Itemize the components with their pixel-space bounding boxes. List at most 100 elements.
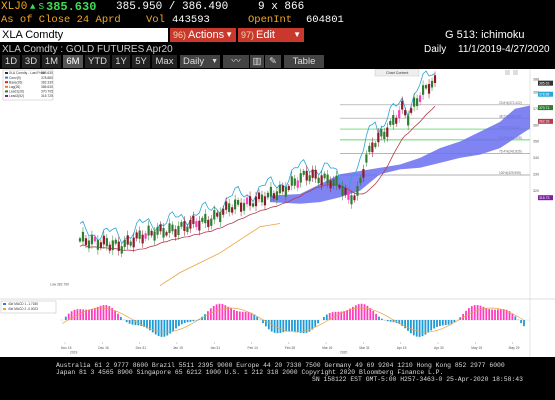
macd-bar xyxy=(294,320,296,332)
tab-6m[interactable]: 6M xyxy=(63,55,84,68)
macd-bar xyxy=(441,320,444,326)
macd-bar xyxy=(180,320,183,325)
footer: Australia 61 2 9777 8600 Brazil 5511 239… xyxy=(0,362,555,400)
candle-body xyxy=(242,202,246,211)
candle-body xyxy=(374,143,377,148)
candle-body xyxy=(401,100,404,110)
frequency-dropdown[interactable]: Daily ▼ xyxy=(180,55,220,68)
candle-body xyxy=(234,199,237,210)
macd-bar xyxy=(117,313,119,320)
osc-legend-swatch xyxy=(3,308,6,310)
tab-1y[interactable]: 1Y xyxy=(112,55,131,68)
candle-body xyxy=(260,194,264,203)
candle-body xyxy=(392,115,395,125)
macd-bar xyxy=(499,309,502,320)
actions-button[interactable]: 96) Actions ▼ xyxy=(170,28,236,42)
candle-body xyxy=(407,115,410,126)
legend-value: 362.330 xyxy=(41,80,53,84)
macd-bar xyxy=(140,320,143,326)
macd-bar xyxy=(340,311,343,320)
volume-label: Vol xyxy=(146,14,165,26)
actions-label: Actions xyxy=(188,29,225,41)
right-axis-tick: 360 xyxy=(533,123,539,127)
macd-bar xyxy=(163,320,166,337)
x-axis-label: Feb 14 xyxy=(248,346,258,350)
zoom-icon xyxy=(505,70,510,75)
macd-bar xyxy=(485,308,488,320)
candle-body xyxy=(269,186,273,197)
candle-body xyxy=(180,222,183,227)
legend-value: 378.880 xyxy=(41,76,53,80)
price-badge xyxy=(538,91,553,97)
table-button[interactable]: Table xyxy=(284,55,324,68)
x-axis-year: 2020 xyxy=(340,351,348,355)
macd-bar xyxy=(134,320,137,326)
legend-value: 385.630 xyxy=(41,85,53,89)
period-label: Daily xyxy=(424,44,447,55)
osc-legend-box xyxy=(0,300,57,314)
candle-body xyxy=(168,223,171,233)
chart-type-bar-icon[interactable]: ▥ xyxy=(250,55,264,68)
candle-body xyxy=(192,215,195,225)
right-axis-tick: 320 xyxy=(533,189,539,193)
price-badge-label: 315.73 xyxy=(539,196,549,200)
macd-bar xyxy=(520,320,522,324)
candle-body xyxy=(78,238,82,242)
edit-button[interactable]: 97) Edit ▼ xyxy=(238,28,304,42)
candle-body xyxy=(162,227,165,238)
macd-bar xyxy=(93,308,96,320)
macd-bar xyxy=(305,320,308,333)
candle-body xyxy=(302,170,305,175)
candle-body xyxy=(350,195,353,205)
candle-body xyxy=(380,129,383,137)
candle-body xyxy=(135,232,138,239)
legend-swatch xyxy=(5,72,8,74)
date-range: 11/1/2019-4/27/2020 xyxy=(458,44,550,55)
candle-body xyxy=(386,127,389,137)
range-tabs: 1D 3D 1M 6M YTD 1Y 5Y Max Daily ▼ 〰 ▥ ✎ … xyxy=(0,55,555,68)
macd-bar xyxy=(154,320,157,335)
lagging-span-line xyxy=(159,223,281,287)
security-input[interactable]: XLA Comdty xyxy=(0,28,168,42)
macd-bar xyxy=(427,320,430,333)
macd-bar xyxy=(349,308,351,320)
candle-body xyxy=(263,196,267,206)
macd-bar xyxy=(502,309,505,320)
candle-body xyxy=(296,180,299,188)
tab-ytd[interactable]: YTD xyxy=(85,55,111,68)
macd-bar xyxy=(73,309,76,320)
macd-bar xyxy=(398,320,401,325)
legend-swatch xyxy=(5,85,8,88)
draw-tool-icon[interactable]: ✎ xyxy=(265,55,281,68)
macd-bar xyxy=(323,316,325,320)
macd-bar xyxy=(401,320,404,326)
macd-bar xyxy=(183,320,186,323)
candle-body xyxy=(293,178,296,186)
chart-type-line-icon[interactable]: 〰 xyxy=(223,55,249,68)
tab-1d[interactable]: 1D xyxy=(2,55,21,68)
candle-body xyxy=(377,132,380,143)
macd-bar xyxy=(192,320,195,322)
candle-body xyxy=(165,232,168,236)
candle-body xyxy=(150,230,153,236)
tab-max[interactable]: Max xyxy=(152,55,178,68)
macd-bar xyxy=(175,320,177,329)
chart-content-label: Chart Content xyxy=(386,71,408,75)
candle-body xyxy=(418,95,422,102)
tab-5y[interactable]: 5Y xyxy=(132,55,151,68)
legend-box xyxy=(2,69,54,101)
macd-bar xyxy=(207,311,209,320)
macd-bar xyxy=(407,320,409,331)
macd-bar xyxy=(430,320,433,331)
macd-bar xyxy=(96,306,99,320)
macd-bar xyxy=(250,312,253,320)
macd-bar xyxy=(131,320,134,325)
macd-bar xyxy=(85,309,87,320)
macd-bar xyxy=(375,313,377,320)
macd-bar xyxy=(160,320,163,337)
legend-swatch xyxy=(5,81,8,84)
candle-body xyxy=(141,234,144,244)
tab-1m[interactable]: 1M xyxy=(42,55,62,68)
tab-3d[interactable]: 3D xyxy=(22,55,41,68)
